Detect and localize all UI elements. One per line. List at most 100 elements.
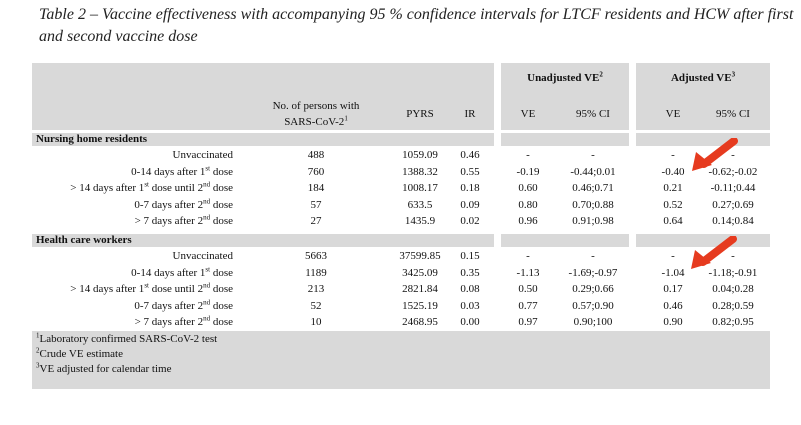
red-arrow-icon xyxy=(692,138,738,171)
cell-uve: 0.77 xyxy=(518,299,538,312)
cell-ave: 0.52 xyxy=(663,198,683,211)
row-label: > 7 days after 2nd dose xyxy=(134,213,233,227)
row-label: 0-14 days after 1st dose xyxy=(131,264,233,279)
cell-pyrs: 37599.85 xyxy=(399,250,441,262)
cell-ir: 0.35 xyxy=(460,266,480,279)
cell-pyrs: 2821.84 xyxy=(402,283,438,295)
cell-ave: -1.04 xyxy=(661,266,685,279)
header-band-unadjusted xyxy=(501,63,629,130)
cell-uve: - xyxy=(526,149,530,161)
row-label: 0-7 days after 2nd dose xyxy=(134,196,233,211)
cell-pyrs: 3425.09 xyxy=(402,266,438,279)
cell-uci: 0.57;0.90 xyxy=(572,299,614,312)
cell-ave: 0.21 xyxy=(663,182,683,194)
row-label: > 7 days after 2nd dose xyxy=(134,314,233,328)
cell-ir: 0.18 xyxy=(460,182,480,194)
cell-pyrs: 1388.32 xyxy=(402,165,438,178)
cell-persons: 184 xyxy=(307,182,325,194)
cell-persons: 10 xyxy=(310,316,322,328)
header-band-adjusted xyxy=(636,63,770,130)
cell-pyrs: 1008.17 xyxy=(402,182,438,194)
cell-uve: -0.19 xyxy=(516,165,540,178)
header-band-left xyxy=(32,63,494,130)
footnote: 1Laboratory confirmed SARS-CoV-2 test xyxy=(36,331,218,345)
cell-uci: -1.69;-0.97 xyxy=(568,266,618,279)
cell-persons: 5663 xyxy=(305,250,327,262)
adjusted-ve-col-header: VE xyxy=(665,108,681,120)
red-arrow-icon xyxy=(691,236,737,269)
cell-persons: 27 xyxy=(310,215,322,227)
cell-uci: -0.44;0.01 xyxy=(570,165,616,178)
row-label: 0-14 days after 1st dose xyxy=(131,163,233,178)
cell-persons: 52 xyxy=(310,299,322,312)
cell-aci: -1.18;-0.91 xyxy=(708,266,758,279)
cell-ir: 0.15 xyxy=(460,250,480,262)
cell-uve: 0.97 xyxy=(518,316,538,328)
cell-pyrs: 1059.09 xyxy=(402,149,438,161)
adjusted-ci-col-header: 95% CI xyxy=(716,108,750,120)
cell-uve: 0.96 xyxy=(518,215,538,227)
cell-uve: 0.80 xyxy=(518,198,538,211)
cell-ave: - xyxy=(671,250,675,262)
cell-uci: 0.91;0.98 xyxy=(572,215,614,227)
cell-ir: 0.08 xyxy=(460,283,480,295)
row-label: > 14 days after 1st dose until 2nd dose xyxy=(70,281,233,295)
cell-ave: -0.40 xyxy=(661,165,685,178)
cell-uve: - xyxy=(526,250,530,262)
cell-ir: 0.09 xyxy=(460,198,480,211)
section-band-mid-2 xyxy=(501,234,629,247)
pyrs-header: PYRS xyxy=(406,108,434,120)
cell-ir: 0.55 xyxy=(460,165,480,178)
cell-aci: 0.27;0.69 xyxy=(712,198,754,211)
cell-uci: 0.70;0.88 xyxy=(572,198,614,211)
cell-pyrs: 633.5 xyxy=(407,198,433,211)
cell-persons: 57 xyxy=(310,198,322,211)
row-label: Unvaccinated xyxy=(172,250,233,262)
cell-pyrs: 1435.9 xyxy=(404,215,436,227)
cell-ir: 0.46 xyxy=(460,149,480,161)
cell-aci: 0.28;0.59 xyxy=(712,299,754,312)
footnote: 3VE adjusted for calendar time xyxy=(36,361,172,375)
cell-persons: 488 xyxy=(307,149,325,161)
unadjusted-ve-col-header: VE xyxy=(520,108,536,120)
row-label: Unvaccinated xyxy=(172,149,233,161)
unadjusted-ci-col-header: 95% CI xyxy=(576,108,610,120)
cell-ave: 0.90 xyxy=(663,316,683,328)
section-band-mid-1 xyxy=(501,133,629,146)
cell-uci: - xyxy=(591,250,595,262)
section-band-left-1 xyxy=(32,133,494,146)
cell-aci: 0.04;0.28 xyxy=(712,283,754,295)
cell-aci: -0.11;0.44 xyxy=(710,182,756,194)
cell-ave: 0.64 xyxy=(663,215,683,227)
footnote-band xyxy=(32,331,770,389)
cell-persons: 213 xyxy=(307,283,325,295)
persons-header: No. of persons with SARS-CoV-21 xyxy=(272,100,360,128)
adjusted-ve-header: Adjusted VE3 xyxy=(670,70,736,84)
cell-uve: 0.50 xyxy=(518,283,538,295)
cell-persons: 760 xyxy=(307,165,325,178)
cell-ave: 0.46 xyxy=(663,299,683,312)
cell-uve: 0.60 xyxy=(518,182,538,194)
cell-aci: - xyxy=(731,149,735,161)
cell-aci: 0.14;0.84 xyxy=(712,215,754,227)
section-title: Nursing home residents xyxy=(36,133,148,145)
cell-ave: 0.17 xyxy=(663,283,683,295)
cell-ir: 0.00 xyxy=(460,316,480,328)
cell-uve: -1.13 xyxy=(516,266,540,279)
section-title: Health care workers xyxy=(36,234,132,246)
cell-ave: - xyxy=(671,149,675,161)
unadjusted-ve-header: Unadjusted VE2 xyxy=(527,70,603,84)
vaccine-effectiveness-table: Unadjusted VE2 Adjusted VE3 No. of perso… xyxy=(32,63,770,389)
table-caption: Table 2 – Vaccine effectiveness with acc… xyxy=(39,6,794,45)
cell-uci: - xyxy=(591,149,595,161)
cell-aci: - xyxy=(731,250,735,262)
cell-ir: 0.03 xyxy=(460,299,480,312)
cell-persons: 1189 xyxy=(305,266,327,279)
cell-aci: 0.82;0.95 xyxy=(712,316,754,328)
ir-header: IR xyxy=(464,108,476,120)
cell-uci: 0.29;0.66 xyxy=(572,283,614,295)
cell-pyrs: 2468.95 xyxy=(402,316,438,328)
footnote: 2Crude VE estimate xyxy=(36,346,123,360)
cell-pyrs: 1525.19 xyxy=(402,299,438,312)
cell-uci: 0.46;0.71 xyxy=(572,182,614,194)
